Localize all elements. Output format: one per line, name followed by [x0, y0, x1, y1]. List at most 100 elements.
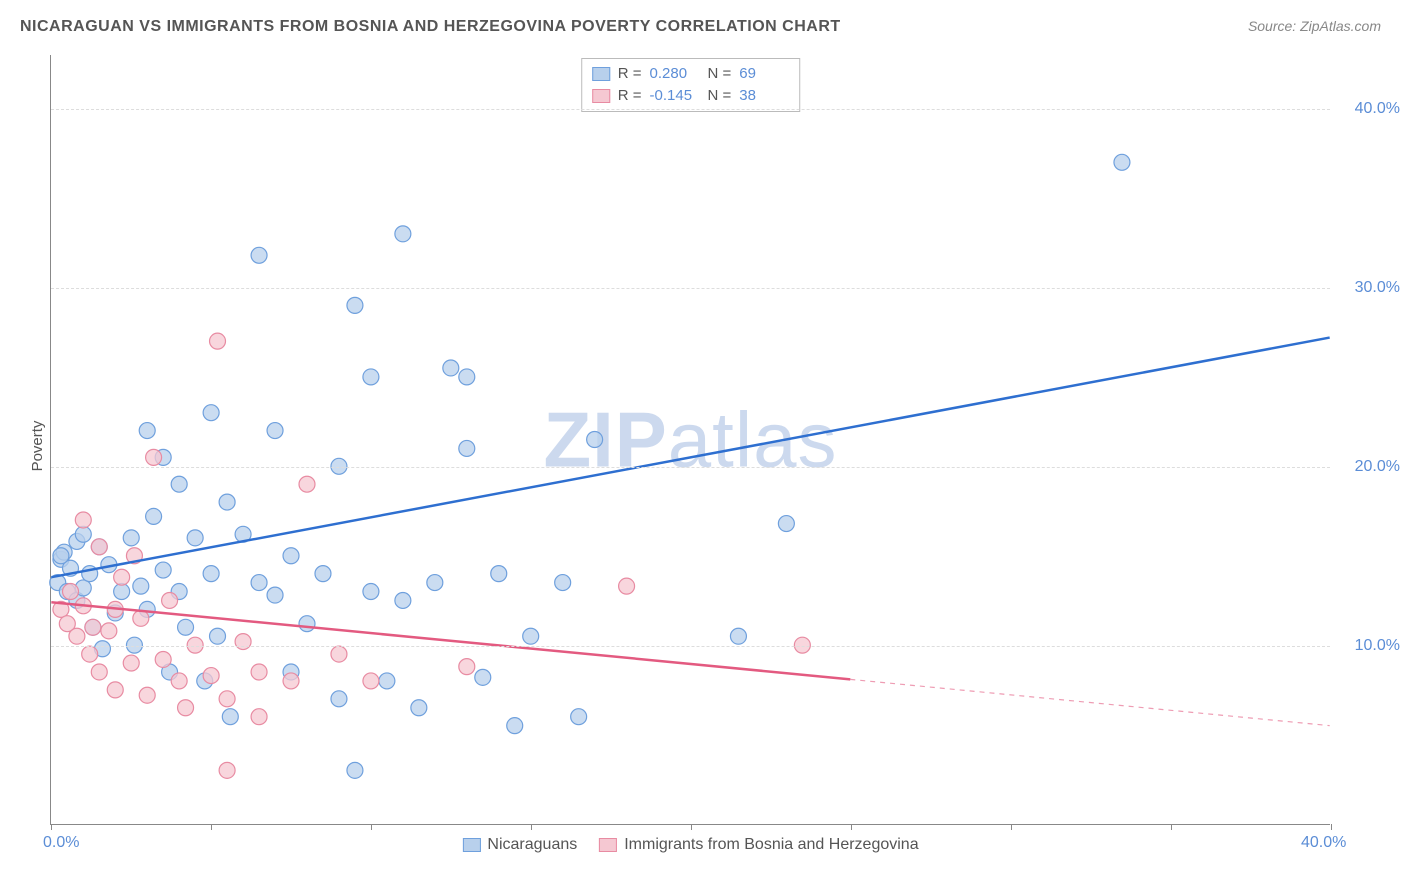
scatter-point	[363, 673, 379, 689]
scatter-point	[267, 423, 283, 439]
y-tick-label: 30.0%	[1355, 279, 1400, 297]
gridline-h	[51, 646, 1330, 647]
scatter-point	[459, 369, 475, 385]
legend-label-1: Nicaraguans	[487, 836, 577, 854]
scatter-point	[523, 628, 539, 644]
x-tick-label: 40.0%	[1301, 834, 1346, 852]
scatter-point	[85, 619, 101, 635]
scatter-point	[146, 449, 162, 465]
scatter-point	[443, 360, 459, 376]
x-tick-label: 0.0%	[43, 834, 79, 852]
scatter-point	[75, 512, 91, 528]
scatter-point	[219, 691, 235, 707]
x-tick-mark	[1331, 824, 1332, 830]
y-tick-label: 10.0%	[1355, 637, 1400, 655]
scatter-point	[101, 623, 117, 639]
source-attribution: Source: ZipAtlas.com	[1248, 18, 1381, 34]
scatter-point	[155, 562, 171, 578]
chart-title: NICARAGUAN VS IMMIGRANTS FROM BOSNIA AND…	[20, 18, 841, 36]
x-tick-mark	[51, 824, 52, 830]
scatter-point	[178, 700, 194, 716]
scatter-point	[363, 369, 379, 385]
x-tick-mark	[531, 824, 532, 830]
plot-svg	[51, 55, 1330, 824]
series-legend: Nicaraguans Immigrants from Bosnia and H…	[462, 836, 918, 854]
gridline-h	[51, 288, 1330, 289]
scatter-point	[315, 566, 331, 582]
scatter-point	[178, 619, 194, 635]
trend-line	[51, 338, 1329, 578]
scatter-point	[162, 592, 178, 608]
scatter-point	[91, 664, 107, 680]
scatter-point	[619, 578, 635, 594]
scatter-point	[203, 405, 219, 421]
scatter-point	[139, 687, 155, 703]
scatter-point	[82, 646, 98, 662]
scatter-point	[114, 584, 130, 600]
x-tick-mark	[1171, 824, 1172, 830]
scatter-point	[267, 587, 283, 603]
trend-line-extrapolated	[850, 679, 1329, 725]
scatter-point	[235, 634, 251, 650]
x-tick-mark	[1011, 824, 1012, 830]
scatter-point	[555, 575, 571, 591]
x-tick-mark	[851, 824, 852, 830]
legend-swatch-2	[599, 838, 617, 852]
scatter-point	[251, 247, 267, 263]
y-tick-label: 20.0%	[1355, 458, 1400, 476]
scatter-point	[91, 539, 107, 555]
scatter-point	[491, 566, 507, 582]
scatter-point	[571, 709, 587, 725]
scatter-point	[219, 762, 235, 778]
legend-swatch-1	[462, 838, 480, 852]
legend-item-1: Nicaraguans	[462, 836, 577, 854]
scatter-point	[331, 691, 347, 707]
scatter-point	[210, 333, 226, 349]
scatter-point	[123, 655, 139, 671]
scatter-point	[203, 668, 219, 684]
scatter-point	[210, 628, 226, 644]
x-tick-mark	[371, 824, 372, 830]
scatter-point	[203, 566, 219, 582]
scatter-point	[347, 762, 363, 778]
scatter-point	[222, 709, 238, 725]
scatter-point	[114, 569, 130, 585]
scatter-point	[171, 476, 187, 492]
scatter-point	[331, 646, 347, 662]
scatter-point	[347, 297, 363, 313]
scatter-point	[363, 584, 379, 600]
scatter-point	[251, 709, 267, 725]
scatter-point	[1114, 154, 1130, 170]
legend-item-2: Immigrants from Bosnia and Herzegovina	[599, 836, 918, 854]
x-tick-mark	[691, 824, 692, 830]
scatter-point	[155, 651, 171, 667]
scatter-point	[379, 673, 395, 689]
x-tick-mark	[211, 824, 212, 830]
scatter-point	[146, 508, 162, 524]
scatter-point	[283, 673, 299, 689]
scatter-point	[171, 673, 187, 689]
scatter-point	[459, 440, 475, 456]
scatter-point	[219, 494, 235, 510]
scatter-point	[107, 682, 123, 698]
scatter-point	[299, 616, 315, 632]
scatter-point	[587, 432, 603, 448]
scatter-point	[730, 628, 746, 644]
gridline-h	[51, 467, 1330, 468]
scatter-point	[63, 584, 79, 600]
scatter-point	[475, 669, 491, 685]
scatter-point	[187, 530, 203, 546]
scatter-point	[139, 423, 155, 439]
scatter-point	[507, 718, 523, 734]
scatter-point	[427, 575, 443, 591]
y-tick-label: 40.0%	[1355, 100, 1400, 118]
gridline-h	[51, 109, 1330, 110]
scatter-point	[778, 516, 794, 532]
legend-label-2: Immigrants from Bosnia and Herzegovina	[624, 836, 918, 854]
plot-area: ZIPatlas R = 0.280 N = 69 R = -0.145 N =…	[50, 55, 1330, 825]
scatter-point	[251, 664, 267, 680]
scatter-point	[283, 548, 299, 564]
scatter-point	[53, 548, 69, 564]
scatter-point	[75, 526, 91, 542]
scatter-point	[123, 530, 139, 546]
